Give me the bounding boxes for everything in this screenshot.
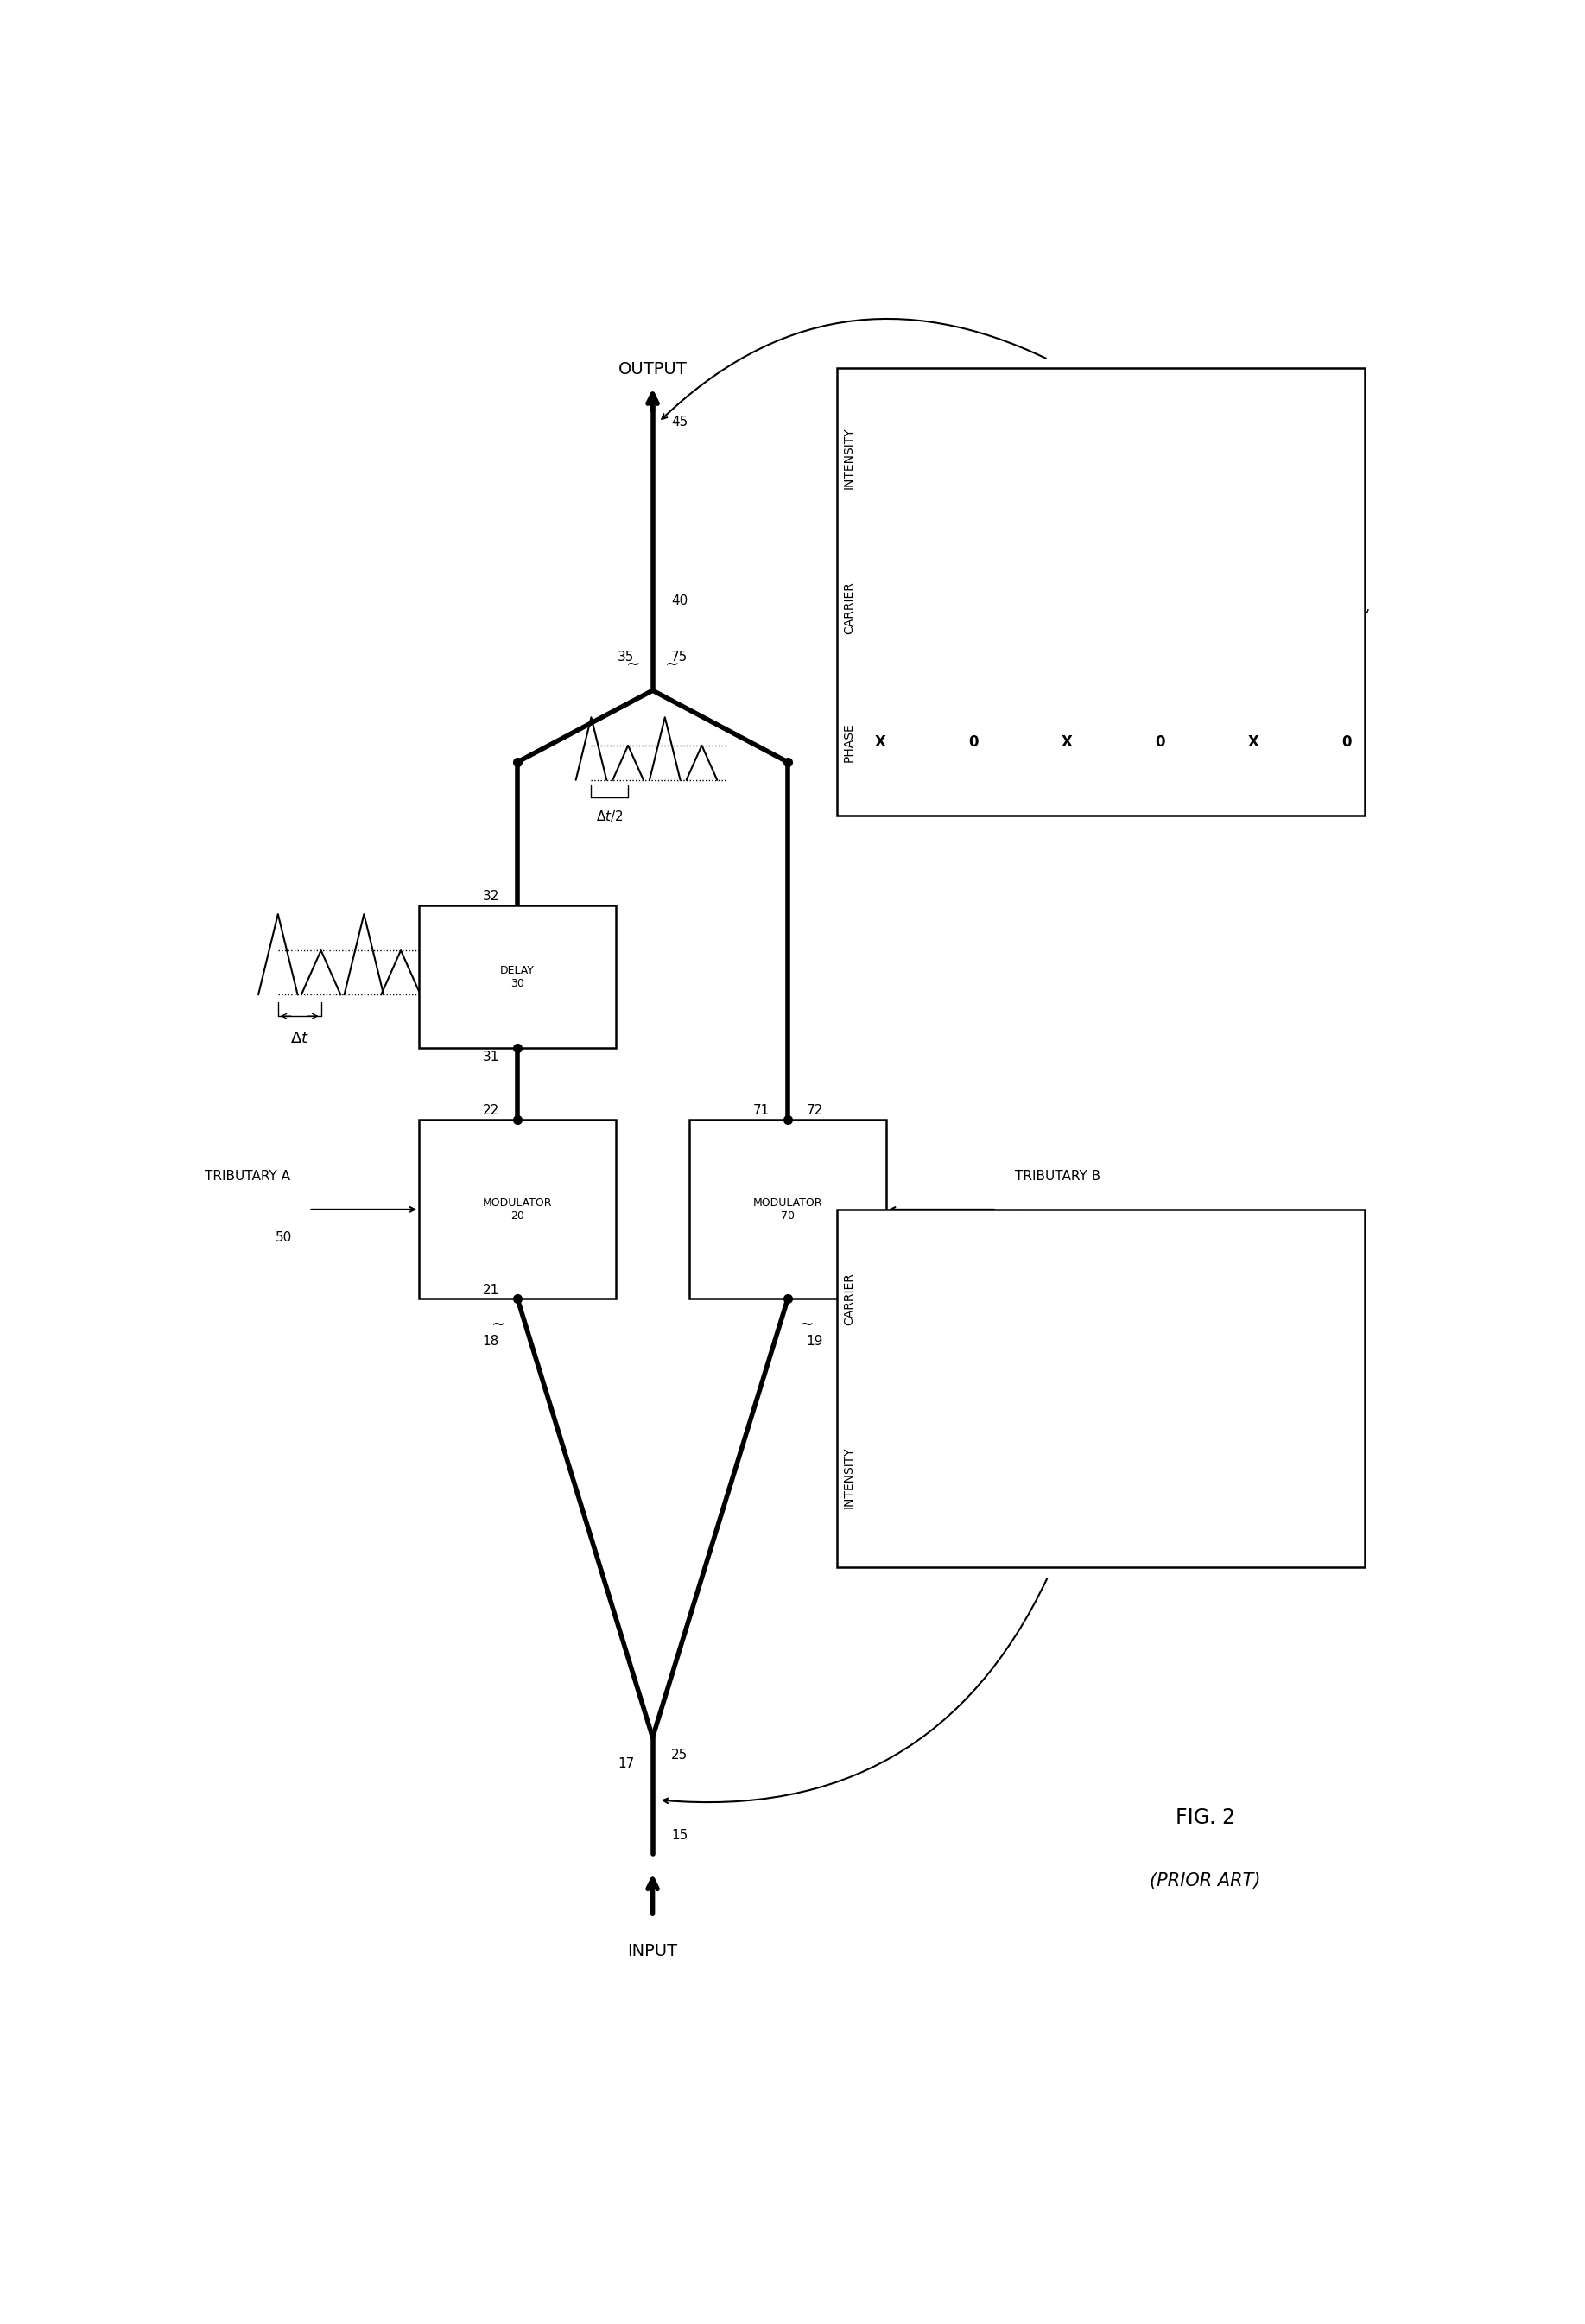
Text: 19: 19 — [807, 1334, 823, 1348]
Text: OUTPUT: OUTPUT — [618, 360, 686, 376]
Text: MODULATOR
70: MODULATOR 70 — [753, 1197, 823, 1222]
Bar — [689, 1120, 886, 1299]
Text: 17: 17 — [618, 1757, 634, 1771]
Bar — [837, 1208, 1365, 1566]
Text: ~: ~ — [491, 1318, 506, 1334]
Text: 35: 35 — [618, 651, 634, 665]
Text: $\Delta t/2$: $\Delta t/2$ — [596, 809, 623, 823]
Bar — [418, 906, 615, 1048]
Bar — [837, 370, 1365, 816]
Text: 75: 75 — [670, 651, 688, 665]
Text: 32: 32 — [482, 890, 499, 902]
Text: 60: 60 — [1049, 1232, 1067, 1243]
Text: 50: 50 — [276, 1232, 292, 1243]
Text: DELAY
30: DELAY 30 — [501, 964, 534, 990]
Text: (PRIOR ART): (PRIOR ART) — [1149, 1871, 1262, 1889]
Text: 18: 18 — [482, 1334, 499, 1348]
Text: $\Delta t$: $\Delta t$ — [290, 1030, 309, 1046]
Text: 40: 40 — [670, 595, 688, 607]
Text: 0: 0 — [1341, 734, 1352, 751]
Text: X: X — [1247, 734, 1258, 751]
Text: 45: 45 — [670, 416, 688, 428]
Text: 0: 0 — [1155, 734, 1165, 751]
Text: X: X — [875, 734, 886, 751]
Text: 71: 71 — [753, 1104, 769, 1118]
Text: 31: 31 — [482, 1050, 499, 1064]
Text: 21: 21 — [482, 1283, 499, 1297]
Text: ~: ~ — [666, 655, 678, 672]
Text: FIG. 2: FIG. 2 — [1176, 1808, 1235, 1829]
Text: CARRIER: CARRIER — [843, 1274, 856, 1325]
Text: ~: ~ — [800, 1318, 815, 1334]
Text: ~: ~ — [626, 655, 640, 672]
Text: INTENSITY: INTENSITY — [843, 1448, 856, 1508]
Bar — [418, 1120, 615, 1299]
Text: INTENSITY: INTENSITY — [843, 428, 856, 488]
Text: 22: 22 — [482, 1104, 499, 1118]
Text: 15: 15 — [670, 1829, 688, 1843]
Text: X: X — [1060, 734, 1071, 751]
Text: 25: 25 — [670, 1748, 688, 1762]
Text: 0: 0 — [968, 734, 978, 751]
Text: PHASE: PHASE — [843, 723, 856, 762]
Text: INPUT: INPUT — [628, 1943, 678, 1959]
Text: 72: 72 — [807, 1104, 823, 1118]
Text: TRIBUTARY A: TRIBUTARY A — [204, 1169, 290, 1183]
Text: CARRIER: CARRIER — [843, 581, 856, 634]
Text: MODULATOR
20: MODULATOR 20 — [483, 1197, 552, 1222]
Text: TRIBUTARY B: TRIBUTARY B — [1014, 1169, 1102, 1183]
